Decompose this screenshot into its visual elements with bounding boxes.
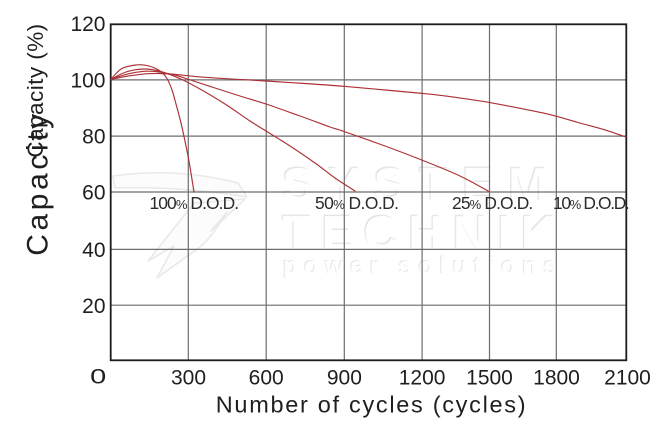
svg-text:power solutions: power solutions bbox=[282, 252, 562, 279]
svg-text:300: 300 bbox=[171, 367, 206, 390]
svg-text:100% D.O.D.: 100% D.O.D. bbox=[150, 193, 239, 213]
svg-text:Capacity: Capacity bbox=[22, 110, 55, 256]
svg-text:power solutions: power solutions bbox=[283, 253, 563, 280]
svg-text:25% D.O.D.: 25% D.O.D. bbox=[452, 193, 532, 213]
svg-text:40: 40 bbox=[82, 239, 105, 262]
svg-text:120: 120 bbox=[70, 13, 105, 36]
svg-text:1800: 1800 bbox=[533, 367, 580, 390]
svg-text:2100: 2100 bbox=[604, 367, 651, 390]
svg-text:TECHNIK: TECHNIK bbox=[281, 206, 564, 259]
svg-text:20: 20 bbox=[82, 295, 105, 318]
svg-text:SYSTEM: SYSTEM bbox=[282, 159, 562, 212]
svg-text:Number of cycles (cycles): Number of cycles (cycles) bbox=[216, 392, 528, 418]
svg-text:TECHNIK: TECHNIK bbox=[282, 207, 565, 260]
svg-text:900: 900 bbox=[327, 367, 362, 390]
svg-text:1500: 1500 bbox=[466, 367, 513, 390]
svg-text:Capacity (%): Capacity (%) bbox=[23, 23, 48, 157]
svg-text:0: 0 bbox=[90, 365, 106, 388]
svg-text:50% D.O.D.: 50% D.O.D. bbox=[315, 193, 398, 213]
svg-text:600: 600 bbox=[249, 367, 284, 390]
svg-text:100: 100 bbox=[70, 70, 105, 93]
svg-text:60: 60 bbox=[82, 182, 105, 205]
svg-text:1200: 1200 bbox=[399, 367, 446, 390]
svg-text:SYSTEM: SYSTEM bbox=[281, 158, 561, 211]
svg-text:10% D.O.D.: 10% D.O.D. bbox=[553, 193, 629, 213]
svg-text:80: 80 bbox=[82, 126, 105, 149]
